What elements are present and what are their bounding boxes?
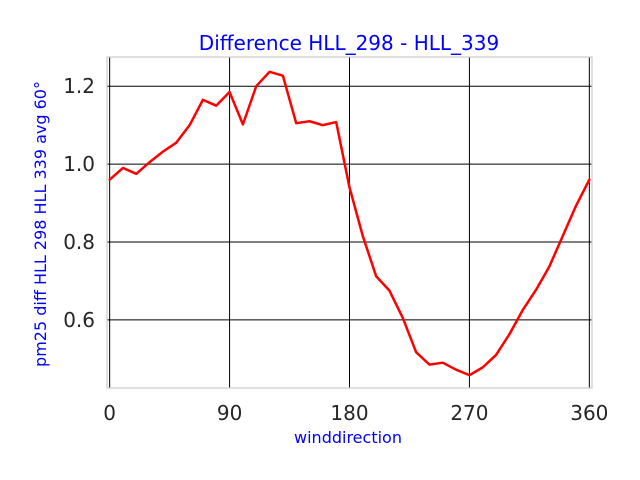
- x-tick-label: 360: [570, 401, 608, 425]
- x-tick-label: 270: [450, 401, 488, 425]
- x-axis-ticks: 0 90 180 270 360: [103, 401, 608, 425]
- series-line-0: [108, 70, 591, 377]
- x-tick-label: 90: [217, 401, 242, 425]
- y-tick-label: 1.0: [63, 152, 95, 176]
- series-layer: [108, 70, 591, 377]
- plot-frame: [106, 56, 593, 389]
- y-tick-label: 0.8: [63, 230, 95, 254]
- x-axis-label: winddirection: [294, 428, 402, 447]
- x-tick-label: 0: [103, 401, 116, 425]
- y-axis-ticks: 0.6 0.8 1.0 1.2: [63, 74, 95, 332]
- chart-title: Difference HLL_298 - HLL_339: [199, 31, 499, 55]
- x-tick-label: 180: [330, 401, 368, 425]
- y-axis-label: pm25 diff HLL 298 HLL 339 avg 60°: [31, 81, 50, 367]
- grid: [107, 57, 592, 388]
- y-tick-label: 0.6: [63, 308, 95, 332]
- y-tick-label: 1.2: [63, 74, 95, 98]
